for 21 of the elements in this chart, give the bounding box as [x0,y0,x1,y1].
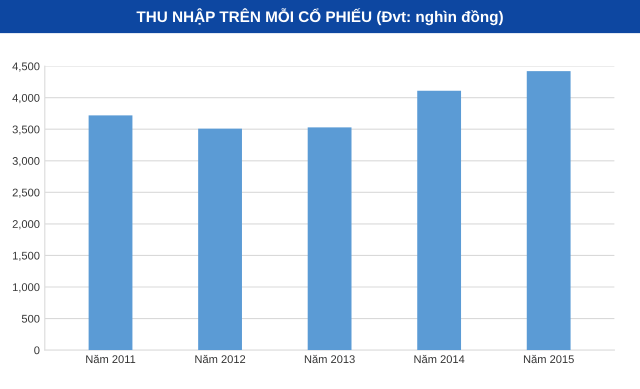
bar [198,128,242,350]
x-tick-label: Năm 2014 [414,354,464,364]
y-tick-label: 1,500 [12,252,40,261]
bar [526,71,571,350]
y-tick-label: 4,000 [12,94,40,104]
y-tick-label: 1,000 [12,283,40,292]
x-tick-label: Năm 2011 [86,354,136,364]
x-tick-label: Năm 2013 [304,354,355,364]
y-tick-label: 4,500 [12,62,40,72]
y-tick-label: 3,000 [12,157,40,166]
y-tick-label: 500 [22,314,40,323]
y-tick-label: 2,500 [12,188,40,198]
x-tick-label: Năm 2015 [524,354,574,364]
bar [88,115,132,350]
y-tick-label: 0 [34,346,40,354]
x-tick-label: Năm 2012 [195,354,246,364]
chart-title: THU NHẬP TRÊN MỖI CỔ PHIẾU (Đvt: nghìn đồng) [136,8,503,26]
y-tick-label: 2,000 [12,220,40,230]
bar [417,90,462,350]
y-tick-label: 3,500 [12,126,40,135]
bar [308,127,352,350]
